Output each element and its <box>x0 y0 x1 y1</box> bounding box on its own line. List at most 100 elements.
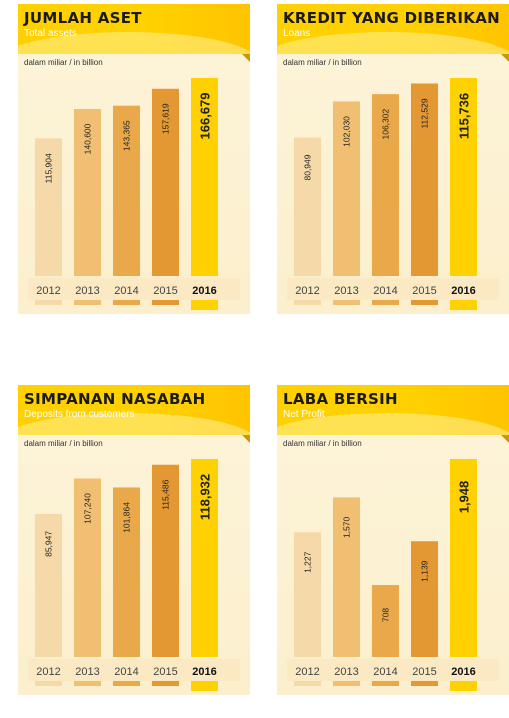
bar-2015 <box>411 541 438 657</box>
panel-subtitle: Deposits from customers <box>24 409 135 420</box>
bar-2015 <box>152 464 179 657</box>
panel-header: JUMLAH ASET Total assets <box>18 4 250 54</box>
header-fold-decoration <box>242 435 250 443</box>
bar-base-2014 <box>372 681 399 686</box>
bar-2012 <box>294 532 321 657</box>
value-label-2015: 115,486 <box>161 479 171 509</box>
header-swoosh-decoration <box>277 32 509 54</box>
value-label-2013: 1,570 <box>342 517 352 539</box>
value-label-2012: 85,947 <box>44 531 54 557</box>
year-band <box>287 659 499 681</box>
bar-base-2015 <box>411 300 438 305</box>
year-label-2013: 2013 <box>75 666 99 678</box>
panel-title: JUMLAH ASET <box>24 9 142 27</box>
year-label-2014: 2014 <box>373 666 397 678</box>
bar-chart-deposits: 85,947 2012 107,240 2013 101,864 2014 115,486 2… <box>28 459 240 691</box>
panel-loans: KREDIT YANG DIBERIKAN Loans dalam miliar… <box>277 4 509 314</box>
value-label-2016: 118,932 <box>198 474 213 520</box>
bar-chart-total-assets: 115,904 2012 140,600 2013 143,365 2014 157,619… <box>28 78 240 310</box>
bar-2014 <box>372 585 399 657</box>
panel-subtitle: Total assets <box>24 28 77 39</box>
unit-label: dalam miliar / in billion <box>283 58 362 67</box>
bar-2013 <box>333 101 360 276</box>
header-swoosh-decoration <box>277 413 509 435</box>
bar-2013 <box>74 108 101 277</box>
year-label-2016: 2016 <box>192 666 216 678</box>
year-label-2015: 2015 <box>153 666 177 678</box>
value-label-2015: 157,619 <box>161 103 171 134</box>
bar-2014 <box>113 105 140 277</box>
value-label-2012: 1,227 <box>303 551 313 573</box>
bar-base-2016 <box>191 681 218 691</box>
bar-base-2012 <box>294 300 321 305</box>
bar-2015 <box>411 83 438 276</box>
year-label-2014: 2014 <box>373 285 397 297</box>
bar-base-2013 <box>333 300 360 305</box>
year-label-2015: 2015 <box>153 285 177 297</box>
bar-2013 <box>333 497 360 657</box>
panel-net-profit: LABA BERSIH Net Profit dalam miliar / in… <box>277 385 509 695</box>
year-label-2012: 2012 <box>295 285 319 297</box>
bar-base-2016 <box>450 300 477 310</box>
value-label-2013: 102,030 <box>342 116 352 147</box>
bar-2016 <box>450 459 477 657</box>
year-label-2015: 2015 <box>412 666 436 678</box>
bar-base-2013 <box>74 300 101 305</box>
bar-base-2012 <box>35 681 62 686</box>
value-label-2016: 166,679 <box>198 93 213 140</box>
bar-base-2013 <box>333 681 360 686</box>
bar-base-2015 <box>152 681 179 686</box>
bar-base-2015 <box>152 300 179 305</box>
value-label-2013: 140,600 <box>83 123 93 154</box>
panel-subtitle: Net Profit <box>283 409 325 420</box>
value-label-2012: 80,949 <box>303 154 313 180</box>
bar-base-2013 <box>74 681 101 686</box>
year-label-2016: 2016 <box>192 285 216 297</box>
year-label-2013: 2013 <box>75 285 99 297</box>
year-band <box>287 278 499 300</box>
unit-label: dalam miliar / in billion <box>283 439 362 448</box>
value-label-2016: 115,736 <box>457 93 472 139</box>
bar-2016 <box>450 78 477 276</box>
panel-title: LABA BERSIH <box>283 390 398 408</box>
header-fold-decoration <box>242 54 250 62</box>
value-label-2012: 115,904 <box>44 153 54 183</box>
year-label-2016: 2016 <box>451 285 475 297</box>
year-label-2012: 2012 <box>295 666 319 678</box>
value-label-2015: 1,139 <box>420 560 430 582</box>
year-label-2016: 2016 <box>451 666 475 678</box>
panel-title: KREDIT YANG DIBERIKAN <box>283 9 500 27</box>
year-label-2014: 2014 <box>114 285 138 297</box>
panel-header: SIMPANAN NASABAH Deposits from customers <box>18 385 250 435</box>
unit-label: dalam miliar / in billion <box>24 58 103 67</box>
bar-base-2015 <box>411 681 438 686</box>
panel-deposits: SIMPANAN NASABAH Deposits from customers… <box>18 385 250 695</box>
bar-2015 <box>152 88 179 276</box>
bar-chart-net-profit: 1,227 2012 1,570 2013 708 2014 1,139 2015 1,948 2… <box>287 459 499 691</box>
bar-base-2014 <box>113 681 140 686</box>
year-label-2012: 2012 <box>36 285 60 297</box>
value-label-2014: 708 <box>381 608 391 622</box>
panel-header: KREDIT YANG DIBERIKAN Loans <box>277 4 509 54</box>
bar-2014 <box>113 487 140 657</box>
value-label-2014: 143,365 <box>122 120 132 151</box>
bar-base-2014 <box>113 300 140 305</box>
value-label-2013: 107,240 <box>83 493 93 524</box>
bar-2016 <box>191 459 218 657</box>
header-fold-decoration <box>501 54 509 62</box>
panel-total-assets: JUMLAH ASET Total assets dalam miliar / … <box>18 4 250 314</box>
bar-chart-loans: 80,949 2012 102,030 2013 106,302 2014 112,529 2… <box>287 78 499 310</box>
panel-subtitle: Loans <box>283 28 311 39</box>
bar-2013 <box>74 478 101 657</box>
bar-base-2012 <box>294 681 321 686</box>
panel-title: SIMPANAN NASABAH <box>24 390 206 408</box>
value-label-2014: 106,302 <box>381 109 391 140</box>
header-swoosh-decoration <box>18 32 250 54</box>
value-label-2016: 1,948 <box>457 481 472 514</box>
value-label-2014: 101,864 <box>122 502 132 533</box>
header-swoosh-decoration <box>18 413 250 435</box>
bar-2012 <box>35 513 62 657</box>
unit-label: dalam miliar / in billion <box>24 439 103 448</box>
bar-base-2016 <box>191 300 218 310</box>
year-band <box>28 278 240 300</box>
